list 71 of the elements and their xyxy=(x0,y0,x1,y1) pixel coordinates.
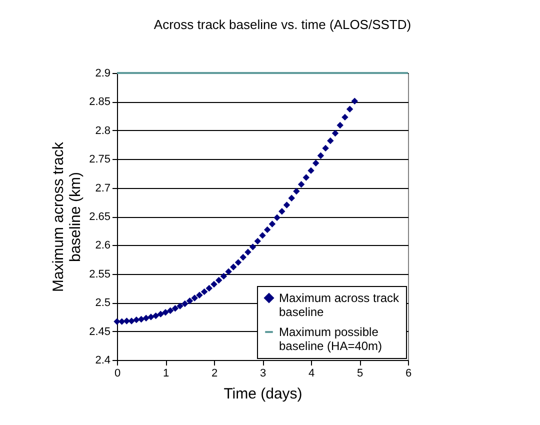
point xyxy=(317,152,324,160)
point xyxy=(342,114,348,121)
point xyxy=(128,318,135,324)
y-tick-label: 2.9 xyxy=(95,68,110,80)
point xyxy=(186,298,194,304)
point xyxy=(259,232,266,239)
point xyxy=(351,98,358,104)
x-tick-label: 3 xyxy=(260,368,266,380)
point xyxy=(220,272,228,280)
point xyxy=(293,188,300,195)
point xyxy=(210,280,218,288)
legend-label: Maximum possible baseline (HA=40m) xyxy=(279,325,382,353)
y-tick-label: 2.5 xyxy=(95,297,110,310)
point xyxy=(142,314,150,322)
point xyxy=(244,248,252,256)
point xyxy=(152,312,160,320)
x-tick-label: 5 xyxy=(356,368,364,380)
x-axis-title: Time (days) xyxy=(224,386,302,402)
point xyxy=(138,316,145,323)
point xyxy=(133,316,140,324)
y-tick-label: 2.55 xyxy=(89,268,110,280)
y-tick-label: 2.6 xyxy=(95,240,110,252)
y-tick-label: 2.4 xyxy=(95,354,110,366)
point xyxy=(249,244,256,250)
point xyxy=(336,122,344,129)
point xyxy=(123,318,130,324)
point xyxy=(191,294,198,302)
chart-title: Across track baseline vs. time (ALOS/SSTD) xyxy=(154,17,412,32)
point xyxy=(176,302,184,310)
x-tick-label: 1 xyxy=(162,368,170,380)
x-tick-label: 6 xyxy=(405,368,412,380)
point xyxy=(288,194,295,202)
point xyxy=(283,202,290,208)
point xyxy=(268,220,276,228)
point xyxy=(166,307,174,314)
x-tick-label: 4 xyxy=(308,368,315,380)
point xyxy=(254,238,262,245)
point xyxy=(298,181,305,188)
point xyxy=(274,214,280,221)
point xyxy=(327,137,334,144)
y-axis-title: Maximum across track baseline (km) xyxy=(50,141,84,292)
point xyxy=(332,130,339,137)
point xyxy=(162,309,169,316)
point xyxy=(322,144,329,152)
point xyxy=(312,160,320,166)
legend-label: Maximum across track baseline xyxy=(279,291,400,319)
point xyxy=(346,106,354,113)
y-tick-label: 2.85 xyxy=(89,96,110,108)
point xyxy=(302,174,310,181)
x-tick-label: 0 xyxy=(114,368,121,380)
x-tick-label: 2 xyxy=(211,368,218,380)
y-tick-label: 2.8 xyxy=(95,124,110,137)
point xyxy=(308,167,314,174)
point xyxy=(200,288,208,296)
y-tick-label: 2.75 xyxy=(89,154,110,166)
point xyxy=(234,259,242,266)
y-tick-label: 2.65 xyxy=(89,211,110,223)
point xyxy=(148,314,154,320)
point xyxy=(157,310,164,318)
point xyxy=(264,226,271,234)
point xyxy=(206,284,213,292)
point xyxy=(225,268,232,275)
y-tick-label: 2.7 xyxy=(95,182,110,194)
point xyxy=(215,276,222,284)
point xyxy=(230,264,237,270)
point xyxy=(278,208,286,215)
point xyxy=(196,292,203,298)
point xyxy=(172,304,179,312)
y-tick-label: 2.45 xyxy=(89,326,110,338)
point xyxy=(182,300,188,308)
point xyxy=(240,254,246,261)
